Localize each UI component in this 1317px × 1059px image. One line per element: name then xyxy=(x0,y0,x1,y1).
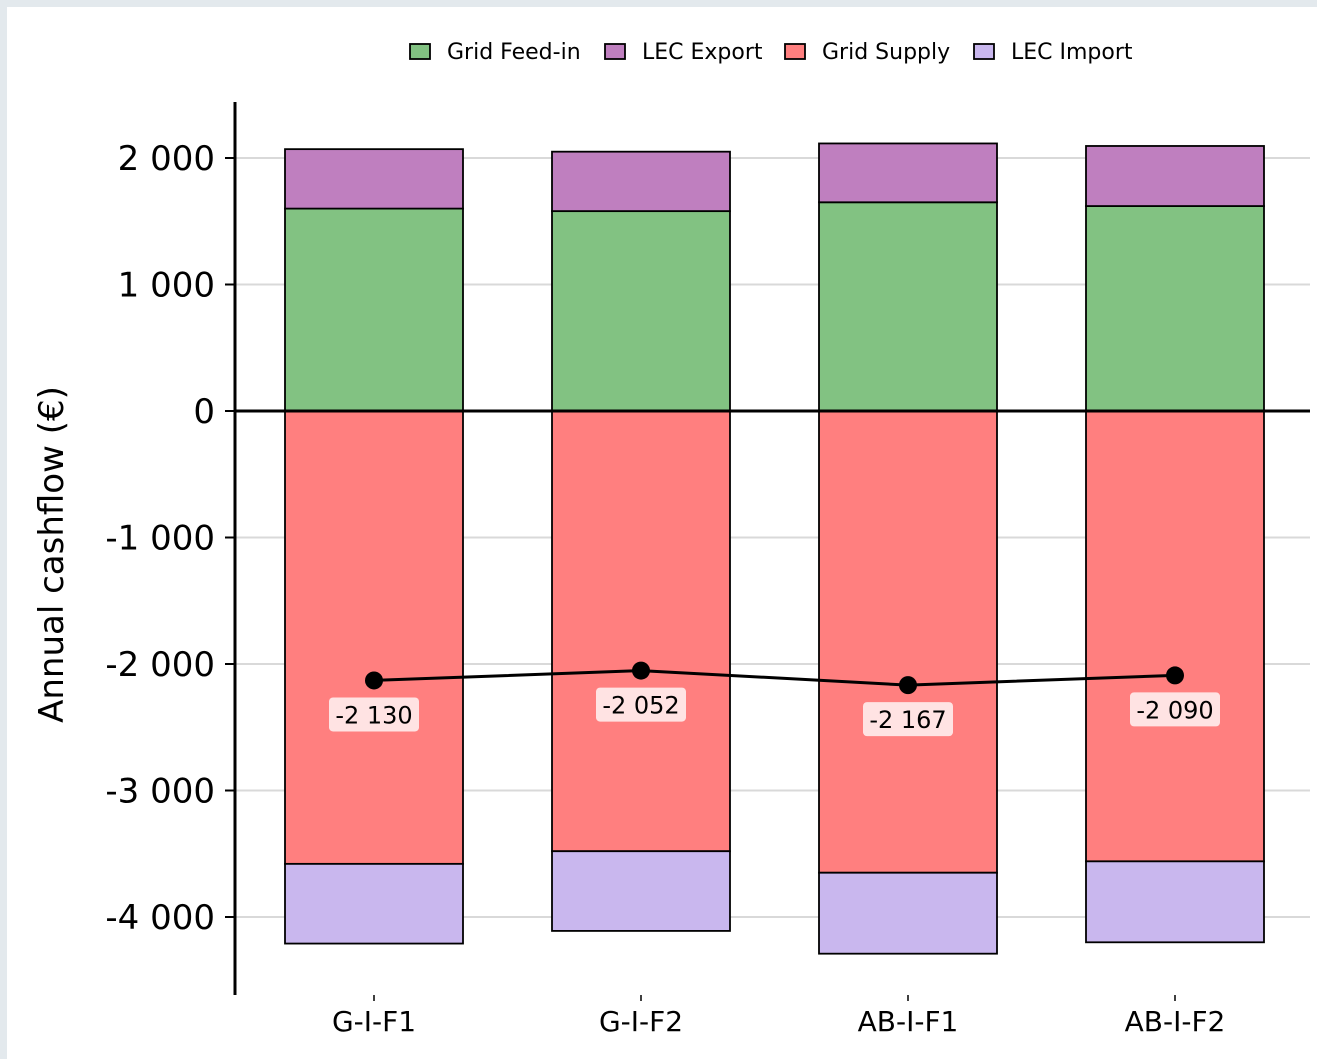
bar-segment-lec-export xyxy=(551,150,731,213)
data-label: -2 130 xyxy=(335,701,412,729)
net-line-point xyxy=(899,676,917,695)
data-label: -2 090 xyxy=(1136,696,1213,724)
x-tick-label: AB-I-F1 xyxy=(858,1005,959,1038)
y-tick-label: -2 000 xyxy=(105,645,215,685)
data-label: -2 167 xyxy=(869,706,946,734)
bar-segment-lec-import xyxy=(284,862,464,945)
bar-segment-lec-export xyxy=(818,142,998,204)
net-line: -2 130 -2 052 -2 167 -2 090 xyxy=(329,661,1220,737)
chart-frame: G-I-F1 G-I-F2 AB-I-F1 AB-I-F2 2 000 1 000 0 -1 … xyxy=(7,7,1317,1059)
legend-swatch xyxy=(784,43,806,60)
legend-label: Grid Feed-in xyxy=(447,40,581,65)
net-line-point xyxy=(1166,666,1184,685)
legend-label: LEC Import xyxy=(1011,40,1133,65)
x-tick-label: G-I-F1 xyxy=(332,1005,416,1038)
legend-swatch xyxy=(604,43,626,60)
y-axis-label: Annual cashflow (€) xyxy=(32,386,72,723)
data-label-box xyxy=(863,702,953,737)
bars xyxy=(284,142,1265,955)
y-tick-label: -4 000 xyxy=(105,898,215,938)
net-line-point xyxy=(632,661,650,680)
legend-swatch xyxy=(973,43,995,60)
y-tick-label: -3 000 xyxy=(105,772,215,812)
axes: G-I-F1 G-I-F2 AB-I-F1 AB-I-F2 2 000 1 000 0 -1 … xyxy=(32,102,1310,1038)
bar-segment-grid-feed-in xyxy=(551,210,731,412)
bar-segment-grid-supply xyxy=(551,410,731,853)
net-line-point xyxy=(365,671,383,690)
bar-segment-lec-export xyxy=(1085,145,1265,207)
bar-segment-lec-export xyxy=(284,148,464,210)
cashflow-chart: G-I-F1 G-I-F2 AB-I-F1 AB-I-F2 2 000 1 000 0 -1 … xyxy=(32,40,1310,1038)
bar-segment-grid-supply xyxy=(1085,410,1265,863)
net-line-path xyxy=(373,669,1176,687)
data-label-box xyxy=(596,687,686,722)
data-label-box xyxy=(1130,692,1220,727)
bar-segment-grid-feed-in xyxy=(284,207,464,412)
y-tick-label: -1 000 xyxy=(105,519,215,559)
bar-segment-lec-import xyxy=(818,871,998,955)
bar-segment-lec-import xyxy=(551,850,731,932)
y-tick-label: 0 xyxy=(193,392,215,432)
legend-label: LEC Export xyxy=(642,40,763,65)
bar-segment-lec-import xyxy=(1085,860,1265,944)
data-label: -2 052 xyxy=(602,692,679,720)
x-tick-label: G-I-F2 xyxy=(599,1005,683,1038)
bar-segment-grid-supply xyxy=(284,410,464,865)
y-tick-label: 1 000 xyxy=(118,266,215,306)
x-tick-label: AB-I-F2 xyxy=(1125,1005,1226,1038)
y-tick-label: 2 000 xyxy=(118,139,215,179)
bar-segment-grid-supply xyxy=(818,410,998,874)
bar-segment-grid-feed-in xyxy=(818,201,998,412)
legend-swatch xyxy=(409,43,431,60)
legend: Grid Feed-in LEC Export Grid Supply LEC Imp… xyxy=(409,40,1133,65)
bar-segment-grid-feed-in xyxy=(1085,205,1265,412)
data-label-box xyxy=(329,697,419,732)
legend-label: Grid Supply xyxy=(822,40,950,65)
